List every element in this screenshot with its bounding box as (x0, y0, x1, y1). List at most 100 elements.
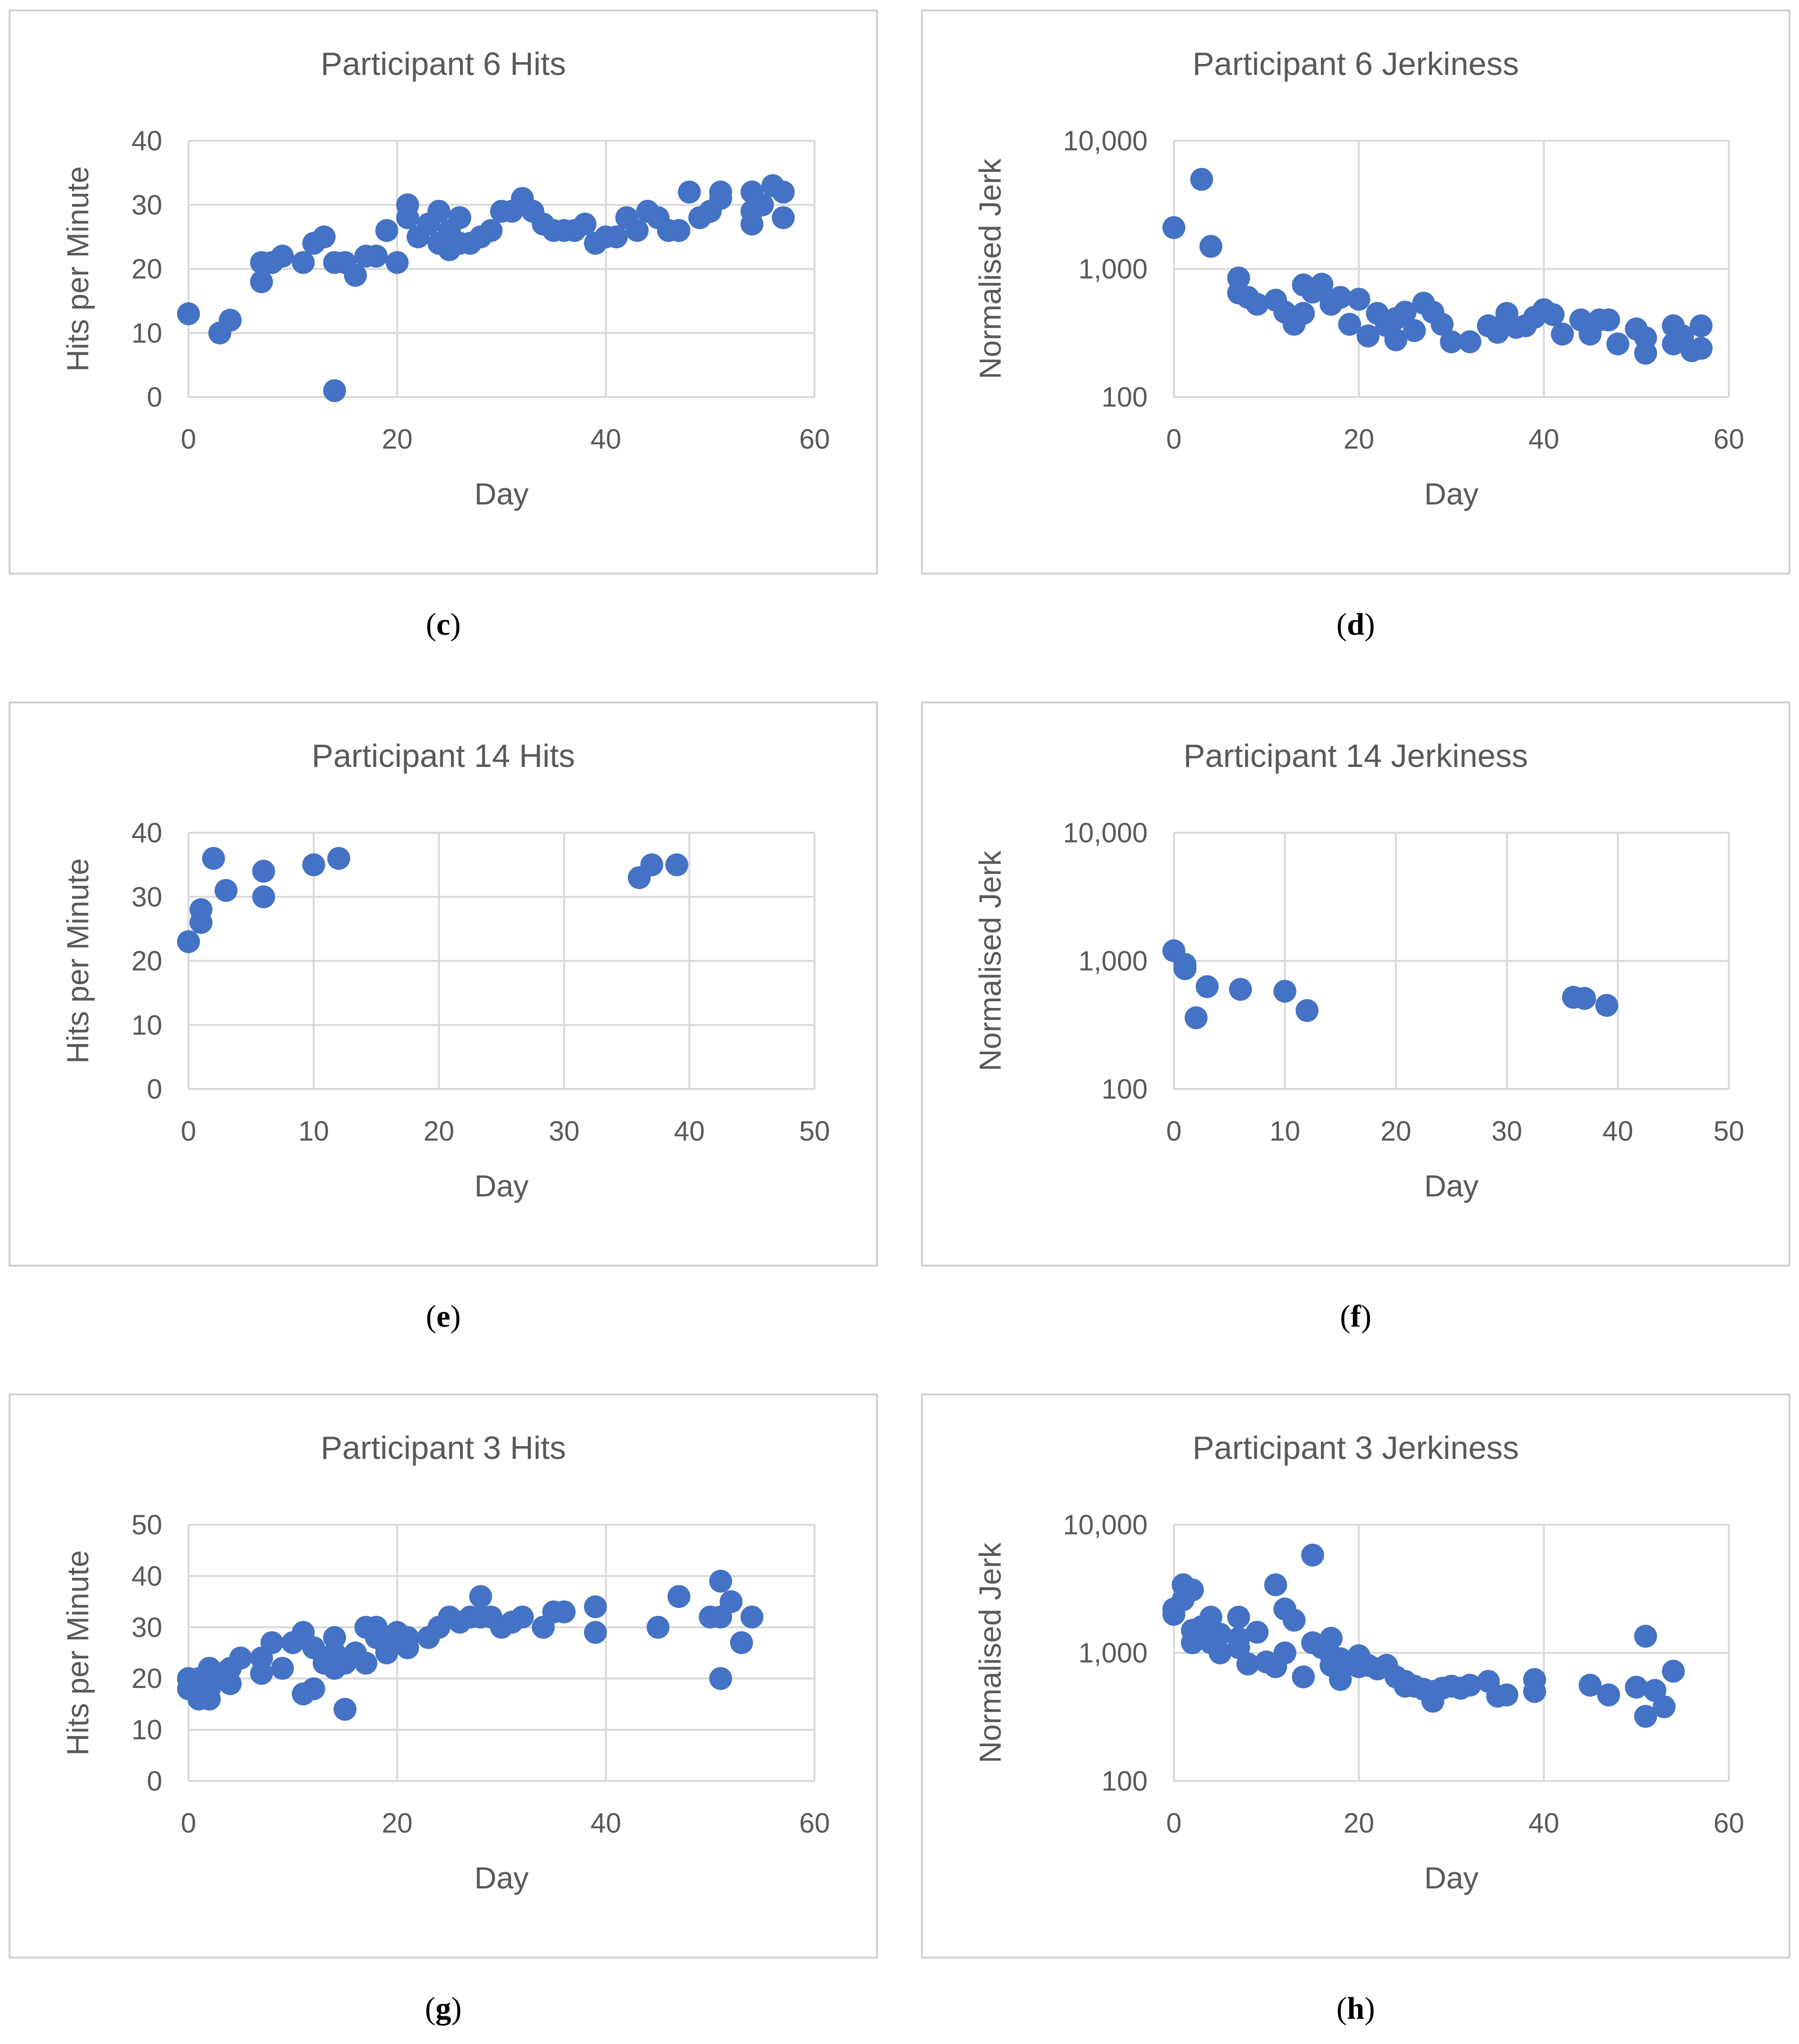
data-point (252, 860, 275, 883)
data-point (665, 853, 689, 877)
data-point (1236, 1652, 1260, 1676)
data-point (730, 1631, 753, 1655)
x-tick-label: 20 (424, 1116, 455, 1147)
data-point (1595, 994, 1619, 1017)
panel-caption: (h) (1337, 1991, 1375, 2026)
data-point (1173, 957, 1197, 980)
x-tick-label: 0 (1166, 1808, 1182, 1839)
data-point (327, 847, 350, 870)
y-tick-label: 30 (131, 1612, 162, 1643)
y-tick-label: 40 (131, 1561, 162, 1592)
data-point (1634, 1705, 1657, 1728)
y-tick-label: 0 (147, 1766, 162, 1797)
x-tick-label: 20 (1343, 1808, 1374, 1839)
data-point (177, 930, 200, 954)
data-point (1273, 980, 1297, 1003)
x-tick-label: 20 (1343, 424, 1374, 455)
x-axis-label: Day (474, 1861, 529, 1895)
data-point (252, 885, 275, 909)
y-tick-label: 100 (1101, 1074, 1148, 1105)
data-point (1199, 235, 1223, 258)
data-point (1162, 216, 1185, 239)
data-point (1551, 323, 1574, 346)
y-tick-label: 10,000 (1063, 818, 1148, 849)
data-point (1310, 273, 1334, 296)
x-tick-label: 0 (181, 424, 196, 455)
data-point (396, 206, 419, 230)
data-point (229, 1646, 252, 1670)
data-point (219, 308, 242, 332)
data-point (1634, 342, 1657, 365)
y-tick-label: 50 (131, 1509, 162, 1541)
y-tick-label: 40 (131, 818, 162, 849)
data-point (709, 1570, 732, 1593)
data-point (344, 263, 367, 287)
x-tick-label: 0 (1166, 1116, 1182, 1147)
chart-frame (9, 10, 878, 575)
y-axis-label: Hits per Minute (61, 858, 95, 1063)
data-point (1523, 1668, 1546, 1691)
chart-panel-e: Participant 14 Hits 0 10 20 30 40 0 10 20 30 40 50 D… (9, 702, 878, 1334)
data-point (1296, 999, 1319, 1022)
x-tick-label: 0 (1166, 424, 1182, 455)
data-point (584, 1595, 607, 1618)
data-point (1597, 308, 1621, 332)
data-point (177, 302, 200, 325)
data-point (1573, 987, 1596, 1010)
data-point (250, 1662, 273, 1685)
data-point (1689, 336, 1713, 360)
data-point (1347, 288, 1370, 311)
data-point (271, 244, 294, 268)
x-tick-label: 10 (298, 1116, 329, 1147)
data-point (1541, 303, 1565, 326)
data-point (511, 1605, 534, 1629)
chart-title: Participant 3 Hits (321, 1430, 566, 1466)
x-tick-label: 0 (181, 1808, 196, 1839)
data-point (1458, 330, 1482, 354)
data-point (1181, 1578, 1204, 1602)
y-tick-label: 10 (131, 1715, 162, 1746)
data-point (214, 879, 238, 902)
data-point (448, 206, 471, 230)
x-tick-label: 20 (382, 424, 413, 455)
data-point (605, 225, 628, 249)
data-point (573, 212, 596, 236)
x-tick-label: 20 (382, 1808, 413, 1839)
x-tick-label: 40 (590, 1808, 621, 1839)
data-point (365, 1615, 388, 1639)
data-point (313, 225, 336, 249)
x-tick-label: 0 (181, 1116, 196, 1147)
chart-panel-g: Participant 3 Hits 0 10 20 30 40 50 0 20 40 60 Day H… (9, 1394, 878, 2026)
x-axis-label: Day (474, 1169, 529, 1203)
data-point (740, 1605, 764, 1629)
data-point (302, 853, 325, 877)
panel-caption: (c) (426, 607, 460, 642)
data-point (1431, 313, 1454, 336)
data-point (751, 193, 774, 217)
y-axis-label: Normalised Jerk (973, 158, 1007, 379)
x-tick-label: 40 (1528, 424, 1559, 455)
chart-title: Participant 6 Jerkiness (1192, 46, 1519, 82)
data-point (772, 206, 795, 230)
data-point (1264, 1573, 1287, 1596)
data-point (584, 1621, 607, 1644)
y-tick-label: 20 (131, 946, 162, 977)
y-tick-label: 0 (147, 382, 162, 413)
data-point (1328, 286, 1352, 309)
x-tick-label: 30 (549, 1116, 580, 1147)
data-point (469, 1585, 492, 1608)
x-tick-label: 40 (1528, 1808, 1559, 1839)
data-point (1190, 168, 1213, 191)
data-point (250, 270, 273, 293)
y-axis-label: Normalised Jerk (973, 850, 1007, 1071)
data-point (1245, 293, 1269, 316)
panel-caption: (g) (425, 1991, 462, 2026)
x-tick-label: 60 (1714, 424, 1745, 455)
panel-caption: (d) (1337, 607, 1375, 642)
y-tick-label: 100 (1101, 1766, 1148, 1797)
x-tick-label: 20 (1381, 1116, 1412, 1147)
chart-frame (921, 702, 1790, 1267)
data-point (1495, 1683, 1518, 1707)
x-axis-label: Day (1424, 1169, 1479, 1203)
data-point (1292, 302, 1315, 325)
